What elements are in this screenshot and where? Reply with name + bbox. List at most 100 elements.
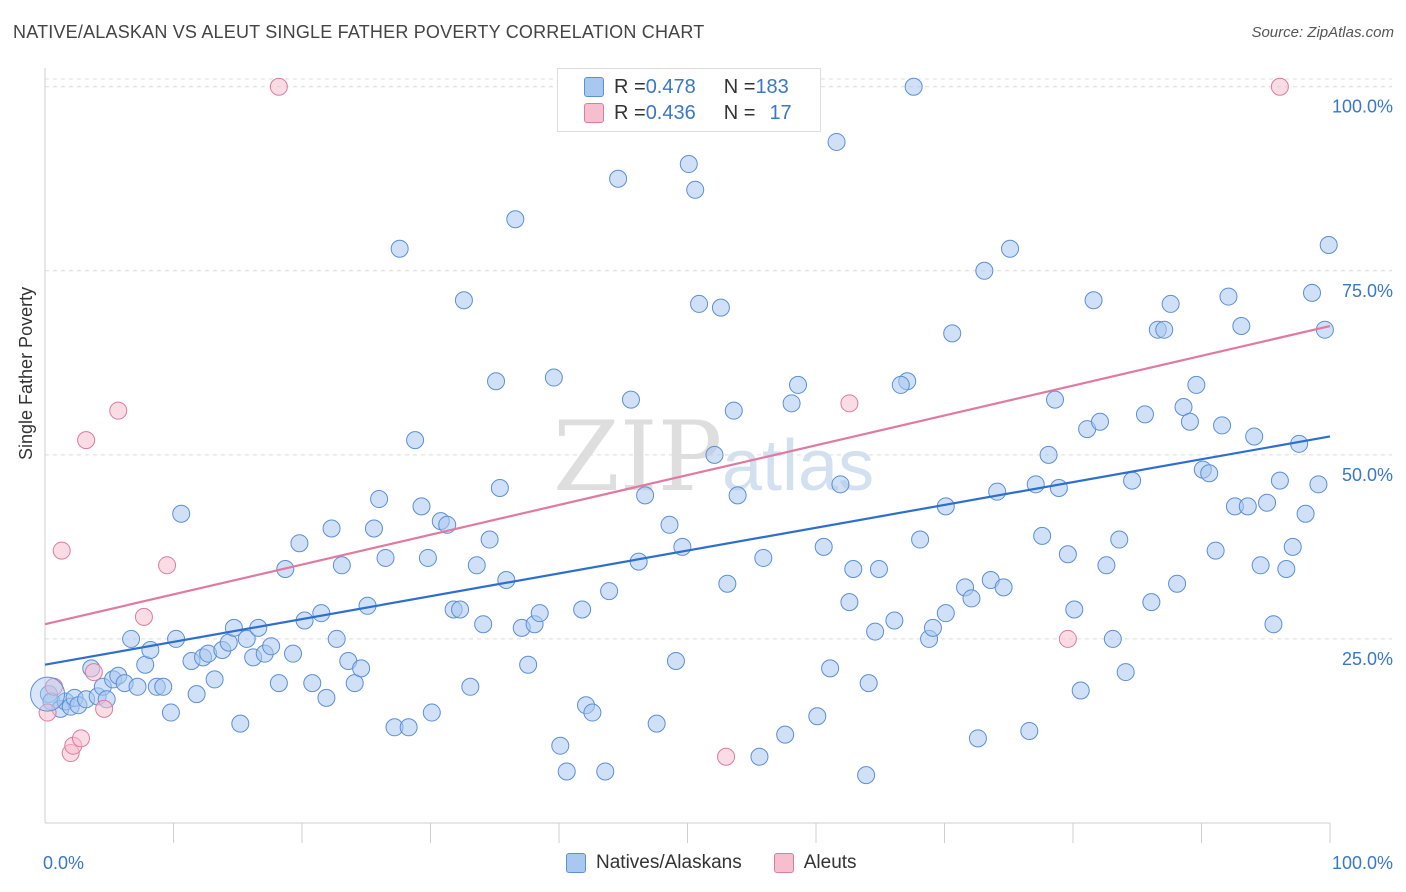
native-point [480, 530, 499, 549]
native-point [332, 556, 351, 575]
native-point [161, 703, 180, 722]
aleut-point [840, 394, 859, 413]
native-point [814, 537, 833, 556]
native-point [312, 604, 331, 623]
native-point [327, 629, 346, 648]
native-point [609, 169, 628, 188]
native-point [364, 519, 383, 538]
legend-item-natives[interactable]: Natives/Alaskans [566, 852, 742, 874]
legend-swatch-aleuts [773, 853, 794, 873]
native-point [412, 497, 431, 516]
native-point [551, 736, 570, 755]
aleut-point [52, 541, 71, 560]
aleuts-swatch [584, 103, 604, 123]
native-point [1033, 526, 1052, 545]
native-point [1180, 412, 1199, 431]
native-point [596, 762, 615, 781]
x-tick-label-min: 0.0% [43, 853, 84, 873]
native-point [1110, 530, 1129, 549]
native-point [782, 394, 801, 413]
native-point [1283, 537, 1302, 556]
native-point [376, 548, 395, 567]
native-point [1155, 320, 1174, 339]
native-point [1206, 541, 1225, 560]
native-point [647, 714, 666, 733]
native-point [399, 718, 418, 737]
aleut-point [158, 556, 177, 575]
native-point [827, 132, 846, 151]
y-tick-label: 50.0% [1342, 465, 1393, 485]
native-point [1123, 471, 1142, 490]
native-point [1270, 471, 1289, 490]
native-point [1103, 629, 1122, 648]
native-point [1264, 615, 1283, 634]
native-point [418, 548, 437, 567]
native-point [422, 703, 441, 722]
native-point [530, 604, 549, 623]
native-point [1238, 497, 1257, 516]
legend-item-aleuts[interactable]: Aleuts [773, 852, 857, 874]
stats-row-aleuts: R = 0.436 N = 17 [584, 100, 792, 126]
native-point [636, 486, 655, 505]
native-point [808, 707, 827, 726]
aleut-point [38, 703, 57, 722]
native-point [1097, 556, 1116, 575]
native-point [290, 534, 309, 553]
native-point [1049, 478, 1068, 497]
native-point [461, 677, 480, 696]
native-point [1213, 416, 1232, 435]
aleuts-r-label: R = [614, 101, 646, 124]
native-point [718, 574, 737, 593]
native-point [705, 445, 724, 464]
native-point [859, 674, 878, 693]
natives-r-label: R = [614, 75, 646, 98]
native-point [923, 618, 942, 637]
natives-n-value: 183 [755, 75, 789, 98]
native-point [679, 155, 698, 174]
native-point [269, 674, 288, 693]
legend-label-aleuts: Aleuts [803, 852, 857, 873]
native-point [205, 670, 224, 689]
native-point [1001, 239, 1020, 258]
native-point [231, 714, 250, 733]
native-point [167, 629, 186, 648]
native-point [1020, 721, 1039, 740]
aleut-point [84, 663, 103, 682]
native-point [467, 556, 486, 575]
native-point [1065, 600, 1084, 619]
native-point [904, 77, 923, 96]
native-point [172, 504, 191, 523]
native-point [237, 629, 256, 648]
aleut-point [1058, 629, 1077, 648]
native-point [1245, 427, 1264, 446]
native-point [686, 180, 705, 199]
native-point [1116, 663, 1135, 682]
natives-swatch [584, 77, 604, 97]
native-point [1303, 283, 1322, 302]
native-point [844, 559, 863, 578]
natives-n-label: N = [723, 75, 756, 98]
aleuts-n-value: 17 [769, 101, 792, 124]
legend-label-natives: Natives/Alaskans [596, 852, 742, 873]
native-point [690, 294, 709, 313]
aleut-point [134, 607, 153, 626]
native-point [1161, 294, 1180, 313]
native-point [711, 298, 730, 317]
aleut-trend-line [44, 324, 1331, 626]
native-trend-line [44, 435, 1331, 666]
aleut-point [1270, 77, 1289, 96]
aleut-point [71, 729, 90, 748]
native-point [454, 291, 473, 310]
native-point [866, 622, 885, 641]
native-point [370, 490, 389, 509]
native-point [943, 324, 962, 343]
x-tick-label-max: 100.0% [1332, 853, 1393, 873]
native-point [936, 604, 955, 623]
native-point [406, 431, 425, 450]
source-label: Source: ZipAtlas.com [1251, 24, 1394, 41]
native-point [754, 548, 773, 567]
native-point [122, 629, 141, 648]
native-point [1251, 556, 1270, 575]
aleuts-r-value: 0.436 [645, 101, 696, 124]
